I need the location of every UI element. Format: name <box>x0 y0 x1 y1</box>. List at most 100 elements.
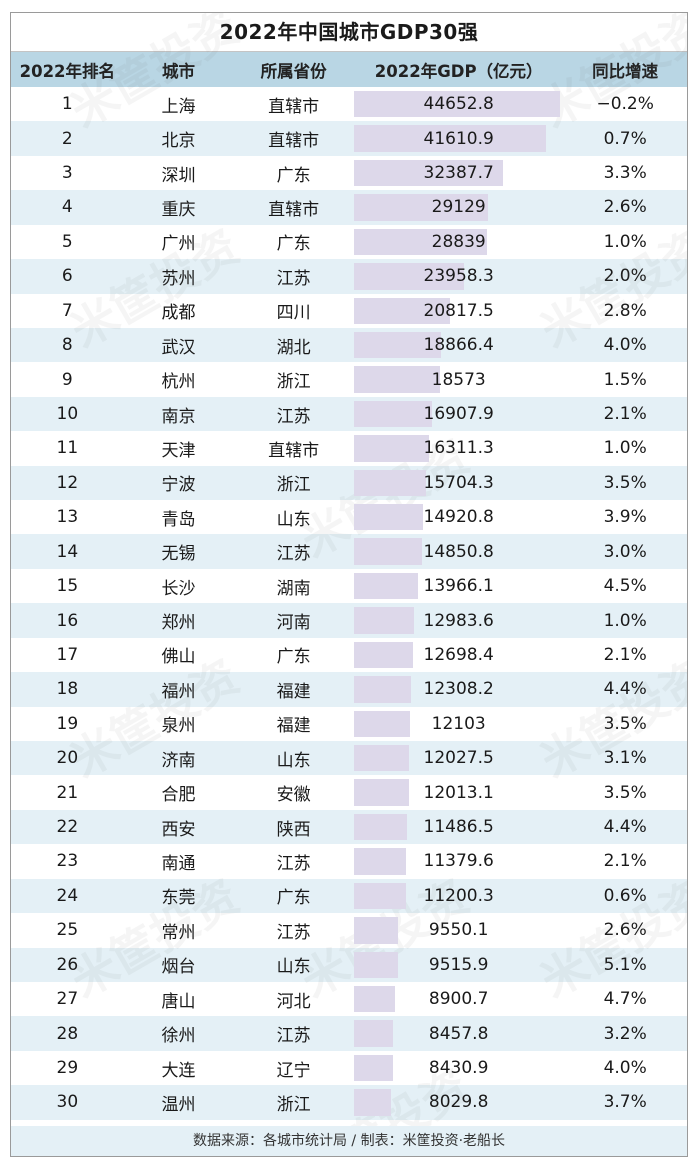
gdp-table-frame: 米筐投资米筐投资米筐投资米筐投资米筐投资米筐投资米筐投资米筐投资米筐投资米筐投资… <box>10 12 688 1157</box>
gdp-bar <box>353 400 432 428</box>
gdp-bar <box>353 882 406 910</box>
gdp-bar <box>353 159 504 187</box>
growth-cell: 3.0% <box>603 541 647 562</box>
gdp-bar <box>353 848 407 875</box>
gdp-bar <box>353 366 440 393</box>
city-cell: 温州 <box>161 1094 196 1115</box>
header-rank: 2022年排名 <box>19 61 116 81</box>
table-row: 26 烟台 山东 9515.9 5.1% <box>11 947 687 982</box>
growth-cell: 2.1% <box>603 644 647 665</box>
gdp-value: 29129 <box>431 197 486 218</box>
province-cell: 安徽 <box>276 785 311 806</box>
gdp-cell: 13966.1 <box>353 569 563 603</box>
growth-cell: 4.4% <box>603 679 647 700</box>
gdp-bar <box>353 469 427 497</box>
gdp-value: 8457.8 <box>428 1023 489 1044</box>
table-row: 13 青岛 山东 14920.8 3.9% <box>11 500 687 534</box>
city-cell: 佛山 <box>161 647 196 668</box>
gdp-cell: 16311.3 <box>353 431 563 465</box>
rank-cell: 30 <box>56 1092 79 1113</box>
rank-cell: 26 <box>56 954 79 975</box>
gdp-cell: 18866.4 <box>353 328 563 362</box>
rank-cell: 5 <box>61 231 73 252</box>
city-cell: 北京 <box>161 131 196 152</box>
city-cell: 上海 <box>161 96 196 117</box>
gdp-cell: 12308.2 <box>353 672 563 706</box>
gdp-value: 12103 <box>431 713 486 734</box>
gdp-cell: 15704.3 <box>353 466 563 500</box>
city-cell: 天津 <box>161 440 196 461</box>
gdp-bar <box>353 710 410 738</box>
gdp-cell: 28839 <box>353 225 563 259</box>
table-row: 23 南通 江苏 11379.6 2.1% <box>11 844 687 878</box>
table-row: 18 福州 福建 12308.2 4.4% <box>11 672 687 707</box>
gdp-bar <box>353 607 414 634</box>
gdp-cell: 32387.7 <box>353 156 563 190</box>
gdp-bar <box>353 297 450 324</box>
gdp-bar <box>353 676 411 703</box>
rank-cell: 13 <box>56 507 79 528</box>
table-row: 16 郑州 河南 12983.6 1.0% <box>11 603 687 638</box>
growth-cell: 0.7% <box>603 128 647 149</box>
rank-cell: 19 <box>56 713 79 734</box>
table-row: 3 深圳 广东 32387.7 3.3% <box>11 156 687 190</box>
table-row: 15 长沙 湖南 13966.1 4.5% <box>11 569 687 603</box>
table-row: 28 徐州 江苏 8457.8 3.2% <box>11 1016 687 1051</box>
city-cell: 宁波 <box>161 475 196 496</box>
growth-cell: 2.6% <box>603 197 647 218</box>
gdp-bar <box>353 745 410 772</box>
growth-cell: 1.0% <box>603 438 647 459</box>
growth-cell: 2.8% <box>603 300 647 321</box>
province-cell: 直辖市 <box>268 131 320 152</box>
city-cell: 徐州 <box>161 1026 196 1047</box>
growth-cell: 3.5% <box>603 713 647 734</box>
rank-cell: 29 <box>56 1058 79 1079</box>
table-row: 29 大连 辽宁 8430.9 4.0% <box>11 1051 687 1085</box>
gdp-cell: 41610.9 <box>353 121 563 155</box>
province-cell: 河北 <box>276 991 311 1012</box>
table-row: 25 常州 江苏 9550.1 2.6% <box>11 913 687 947</box>
table-row: 2 北京 直辖市 41610.9 0.7% <box>11 121 687 156</box>
city-cell: 常州 <box>161 922 196 943</box>
header-province: 所属省份 <box>260 61 327 81</box>
growth-cell: 2.1% <box>603 404 647 424</box>
province-cell: 广东 <box>276 647 311 668</box>
city-cell: 成都 <box>161 303 196 324</box>
city-cell: 唐山 <box>161 991 196 1012</box>
gdp-cell: 44652.8 <box>353 87 563 121</box>
gdp-value: 14850.8 <box>423 541 494 562</box>
gdp-cell: 29129 <box>353 190 563 224</box>
gdp-value: 15704.3 <box>423 472 494 493</box>
rank-cell: 25 <box>56 920 79 941</box>
rank-cell: 15 <box>56 576 79 597</box>
province-cell: 直辖市 <box>268 96 320 117</box>
gdp-cell: 12027.5 <box>353 741 563 775</box>
gdp-cell: 14850.8 <box>353 534 563 568</box>
gdp-cell: 11200.3 <box>353 879 563 913</box>
gdp-cell: 20817.5 <box>353 294 563 328</box>
growth-cell: 2.6% <box>603 920 647 941</box>
city-cell: 长沙 <box>161 578 196 599</box>
gdp-value: 11200.3 <box>423 885 494 906</box>
gdp-cell: 9550.1 <box>353 913 563 947</box>
growth-cell: 4.5% <box>603 576 647 597</box>
city-cell: 东莞 <box>161 888 196 909</box>
growth-cell: 3.1% <box>603 748 647 769</box>
gdp-cell: 9515.9 <box>353 948 563 982</box>
gdp-value: 8430.9 <box>428 1058 489 1079</box>
province-cell: 四川 <box>276 303 311 324</box>
gdp-bar <box>353 985 396 1013</box>
province-cell: 辽宁 <box>276 1060 311 1081</box>
gdp-bar <box>353 504 423 531</box>
rank-cell: 2 <box>61 128 73 149</box>
city-cell: 西安 <box>161 819 196 840</box>
province-cell: 浙江 <box>276 475 311 496</box>
table-row: 6 苏州 江苏 23958.3 2.0% <box>11 259 687 294</box>
province-cell: 浙江 <box>276 372 311 393</box>
table-row: 22 西安 陕西 11486.5 4.4% <box>11 809 687 845</box>
gdp-bar <box>353 538 423 565</box>
province-cell: 广东 <box>276 234 311 255</box>
province-cell: 江苏 <box>276 1026 311 1047</box>
gdp-value: 11486.5 <box>423 817 494 838</box>
growth-cell: −0.2% <box>596 94 654 115</box>
